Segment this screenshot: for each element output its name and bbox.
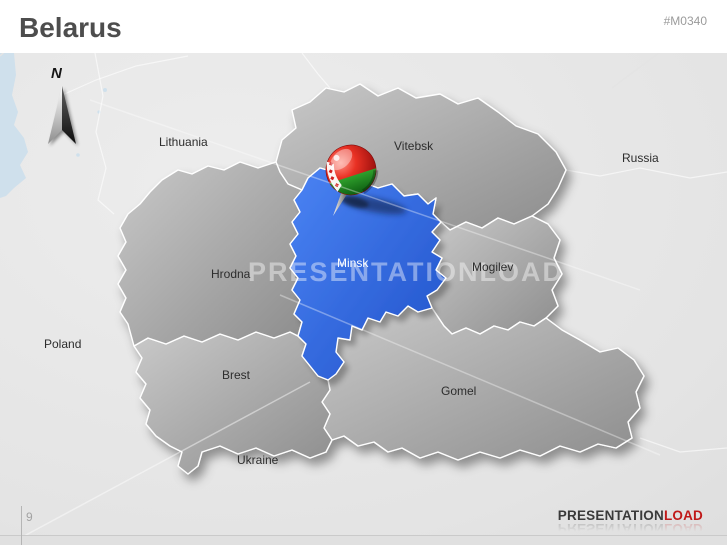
lake-dot xyxy=(103,88,107,92)
belarus-flag-pin-icon[interactable] xyxy=(319,138,407,218)
label-poland: Poland xyxy=(44,337,82,351)
page-number-divider xyxy=(21,506,22,545)
logo-accent: LOAD xyxy=(663,508,703,523)
label-mogilev: Mogilev xyxy=(472,260,514,274)
page-number: 9 xyxy=(26,510,33,524)
logo-primary: PRESENTATION xyxy=(557,508,664,523)
presentationload-logo-reflection: PRESENTATIONLOAD xyxy=(557,521,703,536)
template-code: #M0340 xyxy=(663,14,707,28)
label-gomel: Gomel xyxy=(441,384,477,398)
compass-north-label: N xyxy=(51,65,62,82)
pin-shadow-core xyxy=(341,196,369,208)
pin-needle xyxy=(333,188,349,216)
slide-header: Belarus #M0340 xyxy=(0,0,727,53)
neighbor-borders xyxy=(59,52,727,453)
label-russia: Russia xyxy=(622,151,659,165)
presentationload-logo: PRESENTATIONLOAD xyxy=(558,508,703,523)
pin-ball-highlight xyxy=(330,148,353,171)
north-arrow-left xyxy=(48,86,62,144)
footer-strip xyxy=(0,535,727,545)
label-vitebsk: Vitebsk xyxy=(394,139,434,153)
label-brest: Brest xyxy=(222,368,251,382)
pin-ball-shade xyxy=(361,170,379,194)
baltic-sea xyxy=(0,53,28,198)
region-minsk[interactable] xyxy=(289,162,447,381)
pin-flag-ornament-pattern xyxy=(328,161,339,188)
label-lithuania: Lithuania xyxy=(159,135,208,149)
lake-dot xyxy=(76,153,80,157)
pin-ball-glint xyxy=(333,154,340,161)
label-ukraine: Ukraine xyxy=(237,453,279,467)
label-hrodna: Hrodna xyxy=(211,267,251,281)
label-minsk: Minsk xyxy=(337,256,369,270)
watermark-text: PRESENTATIONLOAD xyxy=(248,257,565,287)
north-arrow-icon xyxy=(48,86,76,144)
north-arrow-right xyxy=(62,86,76,144)
page-title: Belarus xyxy=(19,12,122,43)
pin-flag-green xyxy=(329,168,376,195)
